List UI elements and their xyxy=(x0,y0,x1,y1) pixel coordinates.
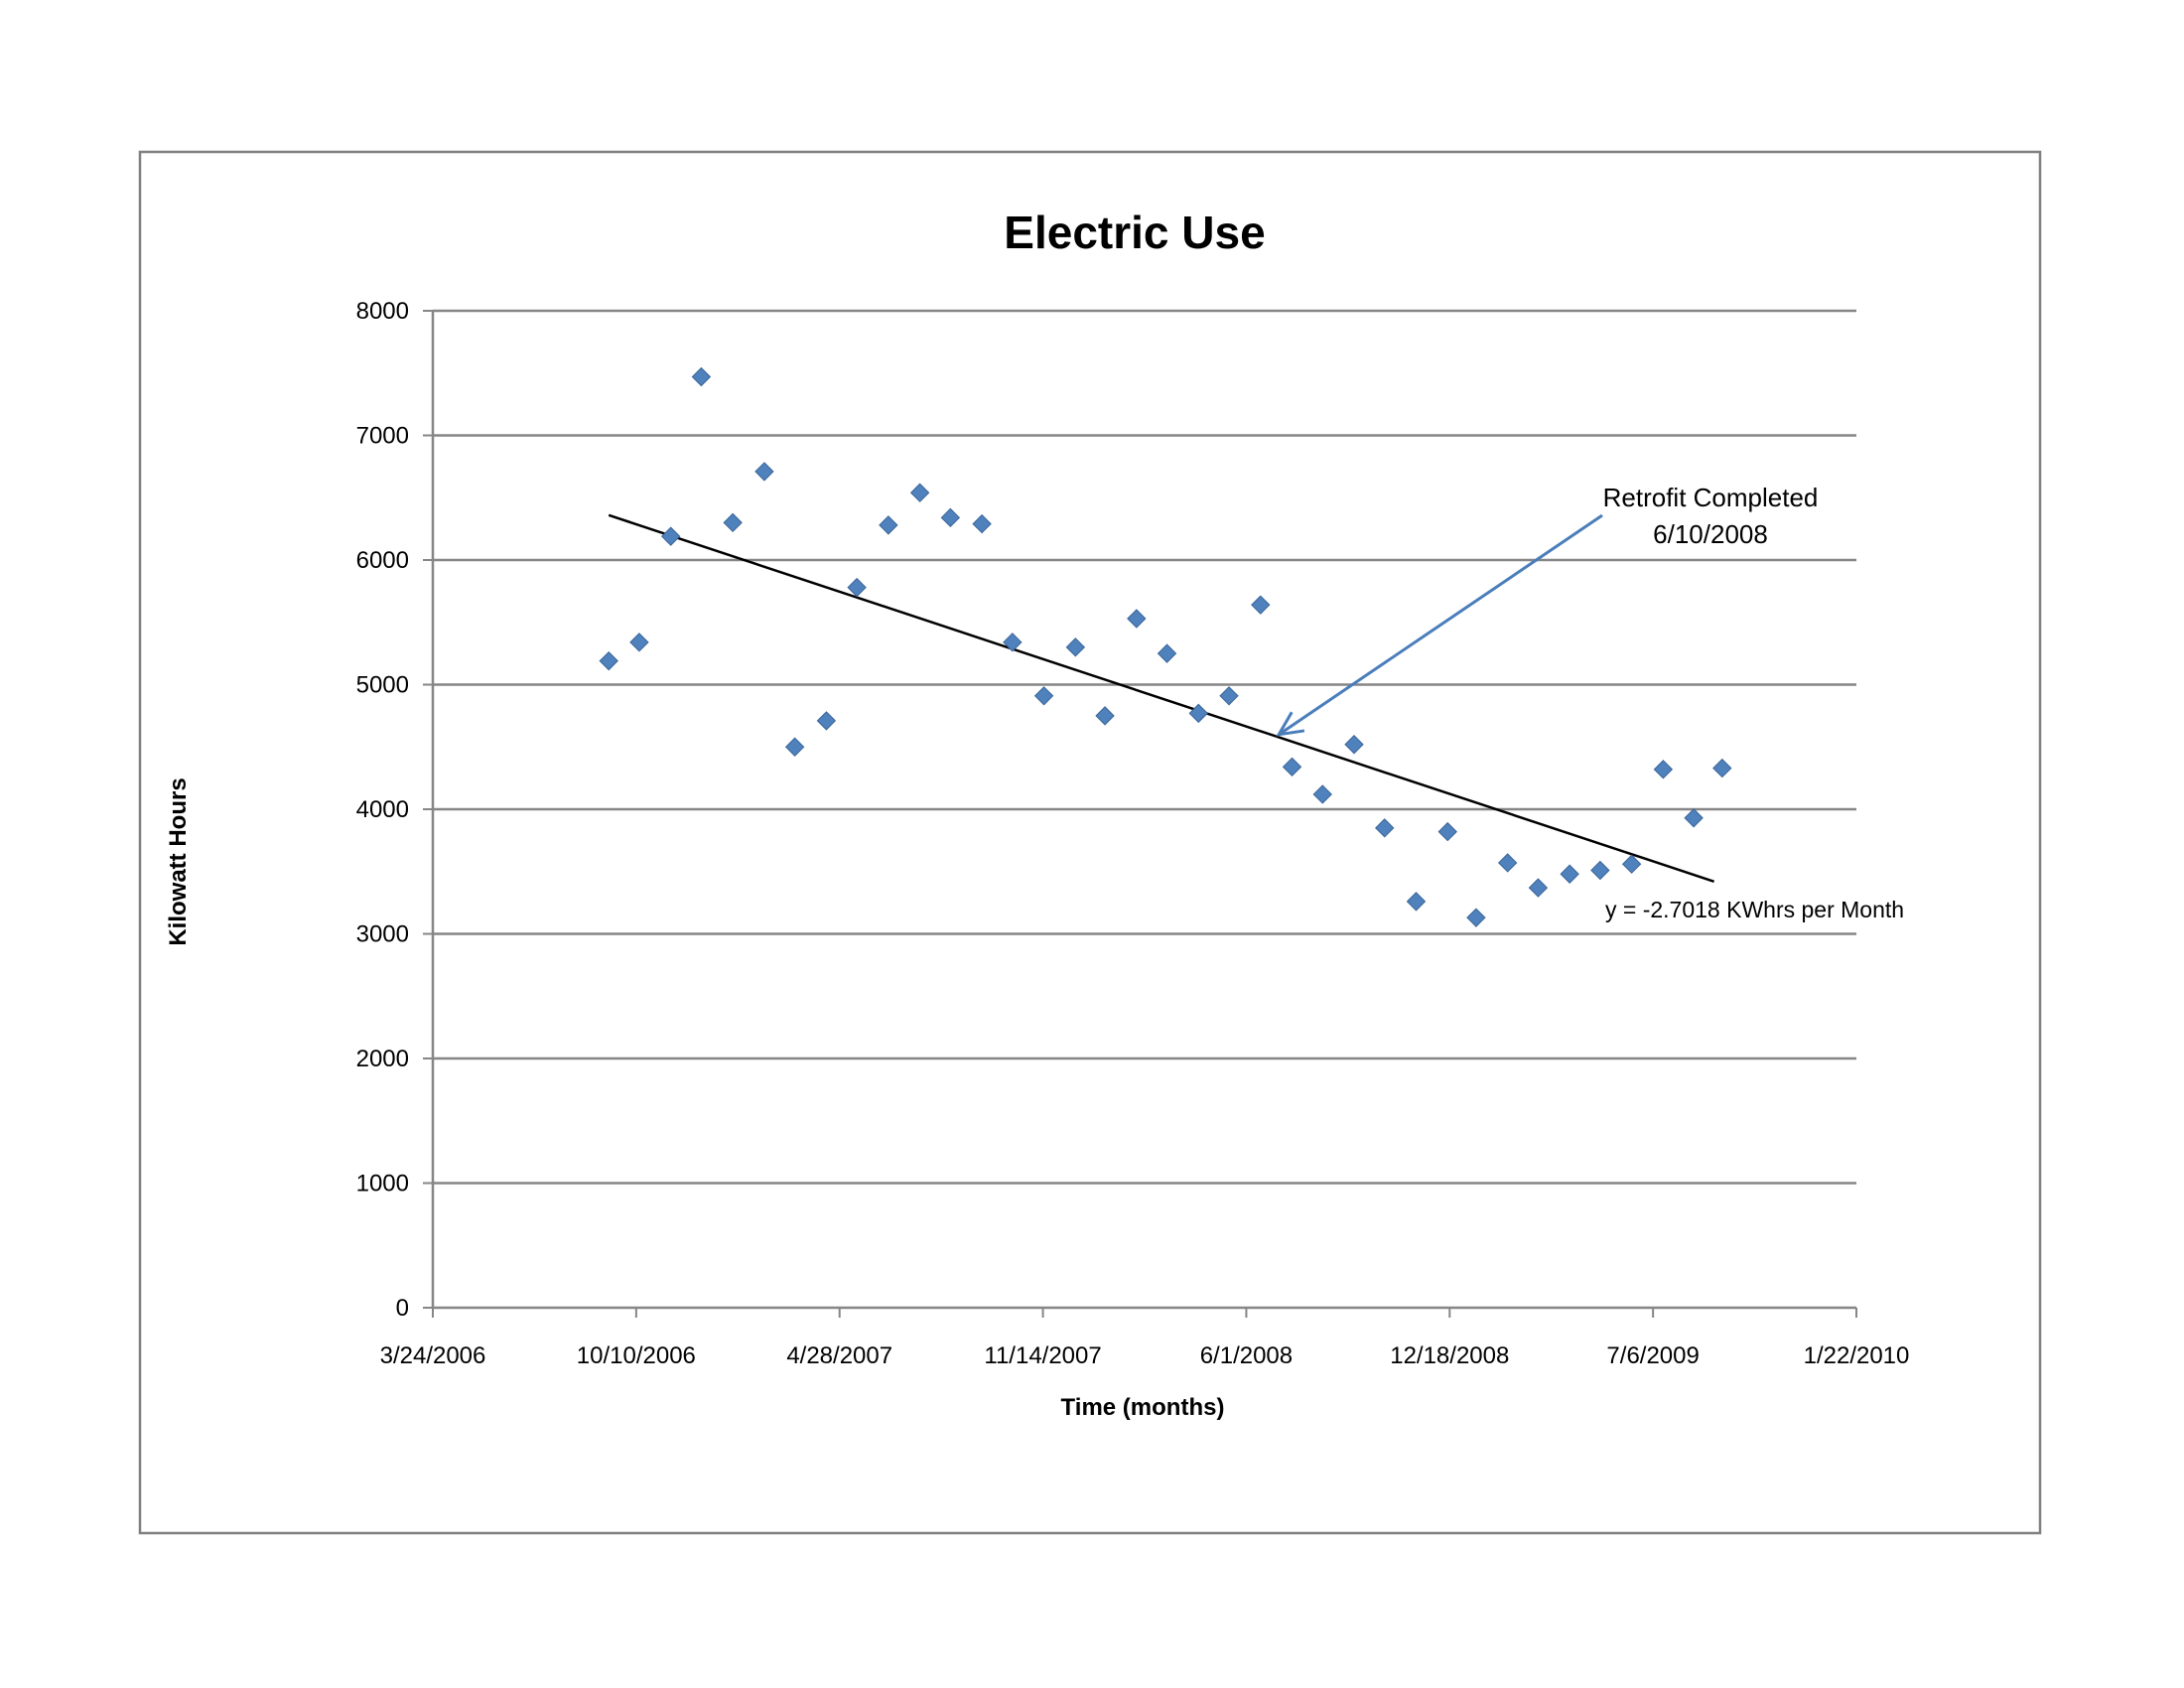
data-point xyxy=(847,577,867,598)
data-point xyxy=(1375,818,1395,838)
data-point xyxy=(1188,703,1208,724)
data-point xyxy=(1344,735,1364,755)
data-point xyxy=(660,526,681,546)
retrofit-arrow xyxy=(1278,513,1603,736)
data-point xyxy=(1621,854,1642,874)
y-tick-label: 7000 xyxy=(356,423,409,450)
data-points xyxy=(599,366,1732,927)
data-point xyxy=(784,737,805,757)
y-tick-label: 8000 xyxy=(356,298,409,325)
data-point xyxy=(1406,892,1427,912)
y-tick-label: 3000 xyxy=(356,921,409,948)
data-point xyxy=(1282,757,1302,777)
data-point xyxy=(1437,821,1457,842)
data-point xyxy=(1528,878,1549,898)
data-point xyxy=(599,650,618,671)
data-point xyxy=(1219,686,1239,706)
data-point xyxy=(1590,860,1610,881)
data-point xyxy=(1003,633,1023,652)
data-point xyxy=(723,512,743,533)
y-tick-label: 5000 xyxy=(356,672,409,699)
data-point xyxy=(972,513,992,534)
chart-title: Electric Use xyxy=(1004,207,1265,258)
data-point xyxy=(1251,595,1271,615)
y-axis-title: Kilowatt Hours xyxy=(165,777,192,945)
trendline-equation-label: y = -2.7018 KWhrs per Month xyxy=(1605,897,1904,922)
x-tick-label: 6/1/2008 xyxy=(1200,1342,1293,1369)
y-tick-label: 2000 xyxy=(356,1046,409,1072)
data-point xyxy=(1684,808,1704,828)
data-point xyxy=(1312,784,1332,804)
data-point xyxy=(1157,643,1177,663)
x-tick-labels: 3/24/2006 10/10/2006 4/28/2007 11/14/2007 6/… xyxy=(380,1308,1910,1369)
data-point xyxy=(629,633,649,652)
y-gridlines xyxy=(423,309,1856,1309)
x-tick-label: 11/14/2007 xyxy=(984,1342,1101,1369)
retrofit-arrowhead xyxy=(1276,711,1305,737)
data-point xyxy=(1712,758,1732,778)
x-tick-label: 1/22/2010 xyxy=(1804,1342,1910,1369)
chart-area-border xyxy=(138,150,2042,1535)
y-tick-label: 0 xyxy=(396,1295,409,1322)
retrofit-annotation-line2: 6/10/2008 xyxy=(1653,519,1768,549)
data-point xyxy=(1033,686,1054,706)
y-tick-labels: 0 1000 2000 3000 4000 5000 6000 7000 8000 xyxy=(356,298,409,1322)
y-tick-label: 6000 xyxy=(356,547,409,574)
data-point xyxy=(940,507,961,528)
data-point xyxy=(1653,760,1674,779)
trendline xyxy=(608,513,1714,883)
data-point xyxy=(816,711,837,731)
data-point xyxy=(1095,706,1115,726)
x-axis-title: Time (months) xyxy=(1061,1394,1225,1421)
data-point xyxy=(879,515,898,535)
data-point xyxy=(909,483,930,502)
y-tick-label: 4000 xyxy=(356,796,409,823)
x-tick-label: 10/10/2006 xyxy=(577,1342,696,1369)
retrofit-annotation-line1: Retrofit Completed xyxy=(1603,483,1819,512)
x-tick-label: 12/18/2008 xyxy=(1390,1342,1509,1369)
data-point xyxy=(1127,609,1147,629)
data-point xyxy=(1560,864,1579,884)
x-tick-label: 3/24/2006 xyxy=(380,1342,486,1369)
data-point xyxy=(1065,637,1086,657)
data-point xyxy=(691,366,712,387)
y-tick-label: 1000 xyxy=(356,1171,409,1197)
x-tick-label: 4/28/2007 xyxy=(786,1342,892,1369)
data-point xyxy=(1466,908,1486,927)
x-tick-label: 7/6/2009 xyxy=(1606,1342,1699,1369)
data-point xyxy=(754,462,774,482)
data-point xyxy=(1497,853,1518,873)
